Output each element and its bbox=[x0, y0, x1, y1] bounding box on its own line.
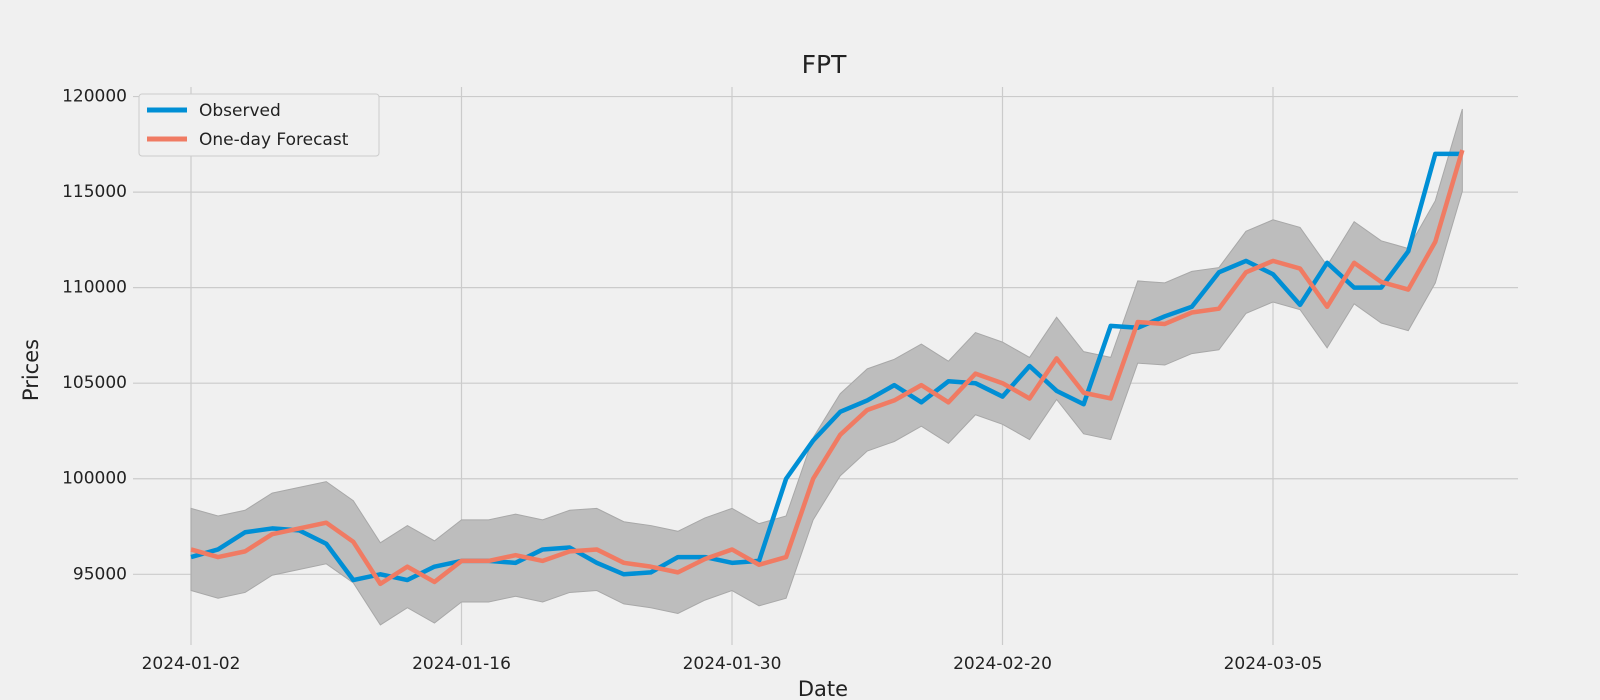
x-axis-label: Date bbox=[798, 677, 848, 700]
y-tick-label: 105000 bbox=[62, 373, 127, 393]
legend: Observed One-day Forecast bbox=[138, 93, 380, 157]
legend-box bbox=[138, 93, 380, 157]
y-tick-label: 115000 bbox=[62, 182, 127, 202]
y-tick-label: 120000 bbox=[62, 87, 127, 107]
x-tick-label: 2024-01-02 bbox=[142, 654, 241, 674]
y-axis-label: Prices bbox=[19, 339, 43, 401]
plot-area bbox=[190, 108, 1465, 626]
x-tick-label: 2024-03-05 bbox=[1224, 654, 1323, 674]
y-tick-label: 95000 bbox=[73, 564, 127, 584]
series-line bbox=[190, 149, 1465, 587]
legend-label: One-day Forecast bbox=[199, 130, 349, 150]
x-tick-label: 2024-02-20 bbox=[953, 654, 1052, 674]
series-line bbox=[190, 151, 1463, 583]
y-tick-label: 100000 bbox=[62, 469, 127, 489]
confidence-band bbox=[190, 108, 1463, 626]
legend-label: Observed bbox=[199, 101, 281, 121]
y-tick-label: 110000 bbox=[62, 278, 127, 298]
x-tick-label: 2024-01-30 bbox=[683, 654, 782, 674]
x-tick-label: 2024-01-16 bbox=[412, 654, 511, 674]
chart-title: FPT bbox=[802, 50, 847, 79]
